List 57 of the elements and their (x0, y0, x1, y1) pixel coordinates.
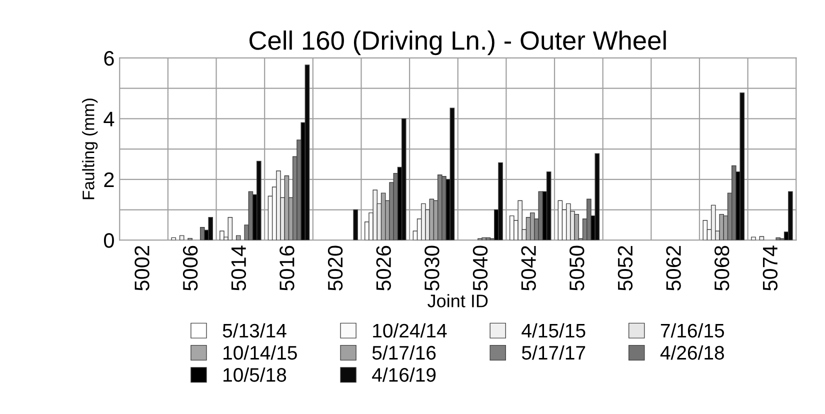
legend-label: 4/16/19 (372, 368, 436, 382)
bar (710, 204, 716, 240)
legend-label: 4/15/15 (522, 323, 586, 338)
bar (759, 236, 764, 240)
bar (276, 170, 281, 240)
bar (220, 230, 224, 240)
legend-label: 7/16/15 (660, 323, 724, 338)
x-tick-label: 5030 (424, 246, 440, 290)
chart-title: Cell 160 (Driving Ln.) - Outer Wheel (250, 30, 666, 56)
y-tick-label: 2 (104, 172, 114, 187)
bar (498, 162, 503, 240)
x-tick-label: 5016 (280, 246, 294, 290)
bar (353, 209, 358, 240)
x-tick-label: 5026 (376, 246, 391, 290)
x-tick-label: 5068 (714, 246, 730, 290)
bar (450, 108, 455, 240)
bar (256, 160, 262, 240)
bar (372, 190, 378, 240)
legend-label: 10/24/14 (373, 323, 447, 338)
x-tick-label: 5050 (570, 246, 584, 290)
x-axis-title: Joint ID (428, 294, 488, 308)
bar (740, 92, 745, 240)
bar (788, 191, 793, 240)
legend-label: 4/26/18 (660, 345, 724, 360)
x-tick-label: 5014 (231, 246, 246, 290)
bar (208, 217, 213, 240)
y-tick-label: 0 (104, 233, 114, 248)
x-tick-label: 5074 (762, 246, 778, 290)
x-tick-label: 5006 (182, 246, 198, 290)
bar (304, 64, 310, 240)
y-tick-label: 6 (104, 50, 114, 66)
y-axis-title: Faulting (mm) (82, 98, 98, 200)
bar (751, 236, 756, 240)
x-tick-label: 5020 (328, 246, 343, 290)
bar (574, 214, 580, 240)
x-tick-label: 5040 (472, 246, 488, 290)
bar (546, 171, 552, 240)
x-tick-label: 5052 (618, 246, 633, 290)
bar (586, 198, 592, 240)
bar (594, 153, 600, 240)
x-tick-label: 5062 (666, 246, 681, 290)
legend-label: 5/13/14 (222, 323, 286, 338)
y-tick-label: 4 (104, 112, 114, 126)
bar (538, 191, 544, 240)
bar (228, 217, 233, 240)
legend-label: 10/5/18 (224, 368, 286, 382)
legend-label: 5/17/16 (372, 345, 436, 360)
bar (776, 237, 781, 240)
legend-label: 5/17/17 (522, 345, 586, 360)
bar (518, 200, 522, 240)
bar (719, 214, 724, 240)
legend-label: 10/14/15 (224, 345, 297, 360)
bar (171, 237, 176, 240)
x-tick-label: 5042 (521, 246, 536, 290)
bar (401, 118, 406, 240)
bar (179, 235, 184, 240)
x-tick-label: 5002 (134, 246, 150, 290)
